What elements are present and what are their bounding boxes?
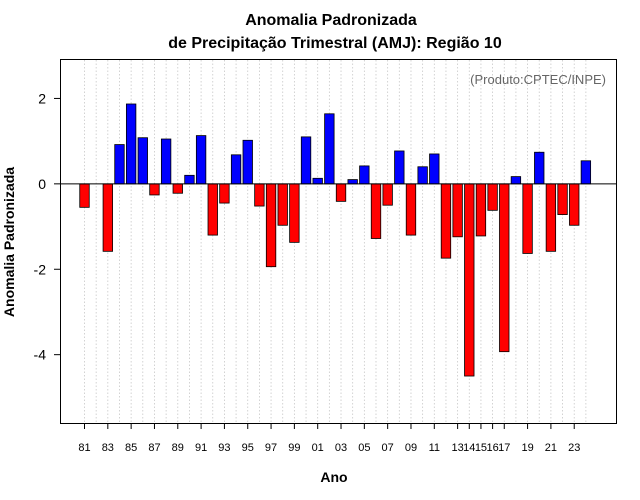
x-tick-label: 07 xyxy=(382,442,394,454)
bar-14 xyxy=(464,183,475,377)
x-tick-label: 11 xyxy=(429,442,440,454)
x-tick-label: 05 xyxy=(358,442,370,454)
bar-01 xyxy=(312,177,323,185)
x-tick-label: 16 xyxy=(486,442,498,454)
bar-21 xyxy=(545,183,557,252)
x-tick-label: 03 xyxy=(335,442,347,454)
bar-95 xyxy=(242,139,253,185)
chart-title: Anomalia Padronizada xyxy=(245,12,417,29)
bar-03 xyxy=(335,183,347,202)
bar-07 xyxy=(382,183,393,206)
bar-91 xyxy=(195,135,207,185)
bar-08 xyxy=(394,150,405,185)
bar-89 xyxy=(172,183,183,194)
x-tick-label: 21 xyxy=(545,442,557,454)
bar-96 xyxy=(254,183,265,207)
x-tick-label: 87 xyxy=(148,442,160,454)
y-tick-label: 2 xyxy=(38,90,46,106)
bar-15 xyxy=(475,183,487,237)
x-tick-label: 23 xyxy=(568,442,580,454)
source-annotation: (Produto:CPTEC/INPE) xyxy=(470,72,606,87)
x-tick-label: 09 xyxy=(405,442,417,454)
bar-04 xyxy=(347,179,358,185)
bar-13 xyxy=(452,183,463,238)
bar-06 xyxy=(370,183,382,239)
x-tick-label: 97 xyxy=(265,442,277,454)
bar-16 xyxy=(487,183,498,211)
x-tick-label: 93 xyxy=(218,442,230,454)
x-tick-label: 14 xyxy=(463,442,475,454)
y-axis-label: Anomalia Padronizada xyxy=(1,167,17,317)
x-tick-label: 89 xyxy=(172,442,184,454)
bar-09 xyxy=(405,183,417,236)
x-axis: 81 83 85 87 89 91 93 95 97 99 01 03 05 07 09 11 13 14 15 16… xyxy=(78,423,580,454)
bar-84 xyxy=(114,144,125,185)
bar-87 xyxy=(149,183,160,196)
bar-98 xyxy=(277,183,288,226)
x-tick-label: 95 xyxy=(242,442,254,454)
grid-layer xyxy=(84,60,587,423)
bar-17 xyxy=(499,183,510,353)
plot-frame xyxy=(60,59,617,424)
x-tick-label: 81 xyxy=(78,442,90,454)
bar-86 xyxy=(137,137,148,185)
y-tick-label: -2 xyxy=(34,261,47,277)
bar-19 xyxy=(522,183,533,254)
bar-12 xyxy=(440,183,452,259)
x-tick-label: 83 xyxy=(102,442,114,454)
bar-24 xyxy=(580,160,592,185)
bar-88 xyxy=(160,138,172,185)
y-tick-label: -4 xyxy=(34,347,47,363)
bar-05 xyxy=(359,165,370,185)
y-axis: 2 0 -2 -4 xyxy=(34,90,60,363)
bar-10 xyxy=(417,166,428,185)
x-tick-label: 15 xyxy=(475,442,487,454)
chart-subtitle: de Precipitação Trimestral (AMJ): Região… xyxy=(168,35,502,52)
x-axis-label: Ano xyxy=(320,469,347,485)
bar-18 xyxy=(510,176,522,185)
bar-20 xyxy=(534,151,545,185)
bar-94 xyxy=(230,154,242,185)
y-tick-label: 0 xyxy=(38,176,46,192)
x-tick-label: 01 xyxy=(312,442,324,454)
bar-83 xyxy=(102,183,113,252)
x-tick-label: 99 xyxy=(288,442,300,454)
bar-23 xyxy=(569,183,580,226)
x-tick-label: 91 xyxy=(195,442,207,454)
bar-97 xyxy=(265,183,277,268)
x-tick-label: 85 xyxy=(125,442,137,454)
bar-90 xyxy=(184,174,195,185)
x-tick-label: 13 xyxy=(451,442,463,454)
bar-02 xyxy=(324,113,335,185)
x-tick-label: 19 xyxy=(521,442,533,454)
bar-85 xyxy=(125,103,137,185)
bar-93 xyxy=(219,183,230,204)
bar-22 xyxy=(557,183,568,216)
bar-11 xyxy=(429,153,440,185)
bars-layer xyxy=(79,103,592,377)
bar-92 xyxy=(207,183,218,236)
bar-99 xyxy=(289,183,300,243)
x-tick-label: 17 xyxy=(498,442,510,454)
bar-00 xyxy=(300,136,312,185)
bar-81 xyxy=(79,183,90,208)
